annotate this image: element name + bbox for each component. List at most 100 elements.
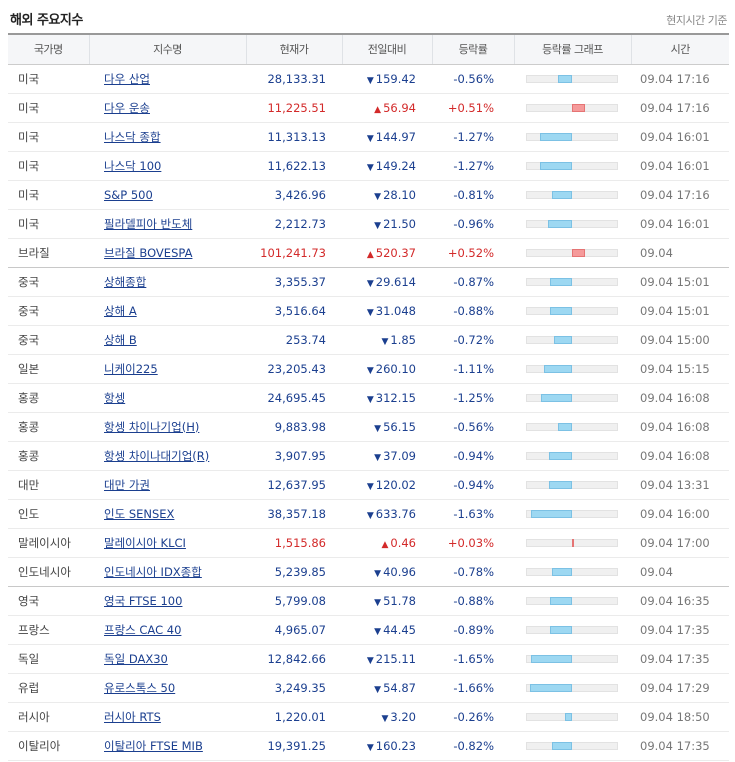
index-link[interactable]: 말레이시아 KLCI — [104, 535, 186, 550]
index-link[interactable]: 상해종합 — [104, 274, 147, 289]
rate-bar-fill — [572, 538, 574, 547]
rate-bar — [526, 103, 618, 112]
time-cell: 09.04 16:08 — [631, 441, 729, 471]
change-value: 160.23 — [375, 738, 416, 753]
change-value: 21.50 — [383, 216, 416, 231]
rate-cell: -1.11% — [432, 354, 514, 384]
country-cell: 영국 — [8, 586, 89, 616]
index-link[interactable]: 프랑스 CAC 40 — [104, 622, 182, 637]
change-value: 29.614 — [375, 274, 416, 289]
time-cell: 09.04 16:01 — [631, 122, 729, 152]
change-value: 40.96 — [383, 564, 416, 579]
table-row: 인도네시아 인도네시아 IDX종합 5,239.85 ▼ 40.96 -0.78% 09.0… — [8, 557, 729, 587]
index-name-cell: 항셍 차이나대기업(R) — [89, 441, 246, 471]
index-link[interactable]: S&P 500 — [104, 187, 153, 202]
index-link[interactable]: 유로스톡스 50 — [104, 680, 176, 695]
change-cell: ▼ 160.23 — [342, 731, 432, 761]
index-link[interactable]: 인도네시아 IDX종합 — [104, 564, 202, 579]
down-arrow-icon: ▼ — [366, 278, 374, 289]
change-cell: ▲ 520.37 — [342, 238, 432, 268]
time-cell: 09.04 17:29 — [631, 673, 729, 703]
rate-bar-fill — [531, 654, 572, 663]
time-cell: 09.04 17:35 — [631, 731, 729, 761]
rate-graph-cell — [514, 354, 631, 384]
down-arrow-icon: ▼ — [374, 423, 382, 434]
rate-graph-cell — [514, 151, 631, 181]
change-value: 28.10 — [383, 187, 416, 202]
index-link[interactable]: 브라질 BOVESPA — [104, 245, 193, 260]
index-name-cell: 인도네시아 IDX종합 — [89, 557, 246, 587]
country-cell: 러시아 — [8, 702, 89, 732]
rate-cell: -0.81% — [432, 180, 514, 210]
col-change: 전일대비 — [341, 33, 432, 65]
rate-graph-cell — [514, 122, 631, 152]
rate-bar-fill — [552, 190, 572, 199]
index-link[interactable]: 필라델피아 반도체 — [104, 216, 193, 231]
index-link[interactable]: 독일 DAX30 — [104, 651, 168, 666]
index-link[interactable]: 영국 FTSE 100 — [104, 593, 183, 608]
index-link[interactable]: 러시아 RTS — [104, 709, 161, 724]
rate-graph-cell — [514, 499, 631, 529]
down-arrow-icon: ▼ — [374, 452, 382, 463]
change-cell: ▼ 260.10 — [342, 354, 432, 384]
change-value: 37.09 — [383, 448, 416, 463]
time-cell: 09.04 17:16 — [631, 93, 729, 123]
country-cell: 미국 — [8, 180, 89, 210]
rate-bar — [526, 654, 618, 663]
change-cell: ▼ 44.45 — [342, 615, 432, 645]
index-link[interactable]: 항셍 — [104, 390, 126, 405]
index-link[interactable]: 대만 가권 — [104, 477, 150, 492]
index-link[interactable]: 상해 A — [104, 303, 137, 318]
country-cell: 중국 — [8, 325, 89, 355]
price-cell: 23,205.43 — [246, 354, 342, 384]
table-row: 중국 상해 B 253.74 ▼ 1.85 -0.72% 09.04 15:00 — [8, 325, 729, 355]
index-link[interactable]: 다우 산업 — [104, 71, 150, 86]
country-cell: 인도네시아 — [8, 557, 89, 587]
change-cell: ▼ 51.78 — [342, 586, 432, 616]
change-cell: ▼ 31.048 — [342, 296, 432, 326]
section-header: 해외 주요지수 현지시간 기준 — [0, 0, 735, 33]
index-name-cell: 항셍 차이나기업(H) — [89, 412, 246, 442]
price-cell: 28,133.31 — [246, 64, 342, 94]
index-link[interactable]: 나스닥 종합 — [104, 129, 161, 144]
country-cell: 인도 — [8, 499, 89, 529]
change-value: 159.42 — [375, 71, 416, 86]
down-arrow-icon: ▼ — [381, 713, 389, 724]
index-name-cell: 다우 산업 — [89, 64, 246, 94]
rate-graph-cell — [514, 644, 631, 674]
index-link[interactable]: 상해 B — [104, 332, 137, 347]
time-cell: 09.04 15:00 — [631, 325, 729, 355]
index-link[interactable]: 나스닥 100 — [104, 158, 162, 173]
time-cell: 09.04 13:31 — [631, 470, 729, 500]
rate-cell: +0.52% — [432, 238, 514, 268]
rate-bar-fill — [552, 567, 572, 576]
index-name-cell: 독일 DAX30 — [89, 644, 246, 674]
rate-bar — [526, 422, 618, 431]
down-arrow-icon: ▼ — [366, 394, 374, 405]
rate-bar — [526, 248, 618, 257]
change-cell: ▲ 56.94 — [342, 93, 432, 123]
down-arrow-icon: ▼ — [366, 162, 374, 173]
rate-cell: -0.94% — [432, 470, 514, 500]
country-cell: 미국 — [8, 64, 89, 94]
price-cell: 101,241.73 — [246, 238, 342, 268]
index-link[interactable]: 항셍 차이나기업(H) — [104, 419, 200, 434]
index-name-cell: 이탈리아 FTSE MIB — [89, 731, 246, 761]
rate-bar-fill — [565, 712, 572, 721]
up-arrow-icon: ▲ — [374, 104, 382, 115]
time-cell: 09.04 16:00 — [631, 499, 729, 529]
index-name-cell: 필라델피아 반도체 — [89, 209, 246, 239]
up-arrow-icon: ▲ — [381, 539, 389, 550]
index-link[interactable]: 이탈리아 FTSE MIB — [104, 738, 203, 753]
rate-cell: -0.56% — [432, 64, 514, 94]
index-link[interactable]: 항셍 차이나대기업(R) — [104, 448, 210, 463]
index-link[interactable]: 인도 SENSEX — [104, 506, 175, 521]
country-cell: 미국 — [8, 209, 89, 239]
country-cell: 유럽 — [8, 673, 89, 703]
timezone-note: 현지시간 기준 — [666, 14, 727, 27]
price-cell: 19,391.25 — [246, 731, 342, 761]
index-link[interactable]: 니케이225 — [104, 361, 158, 376]
index-link[interactable]: 다우 운송 — [104, 100, 150, 115]
rate-bar — [526, 364, 618, 373]
index-name-cell: 인도 SENSEX — [89, 499, 246, 529]
